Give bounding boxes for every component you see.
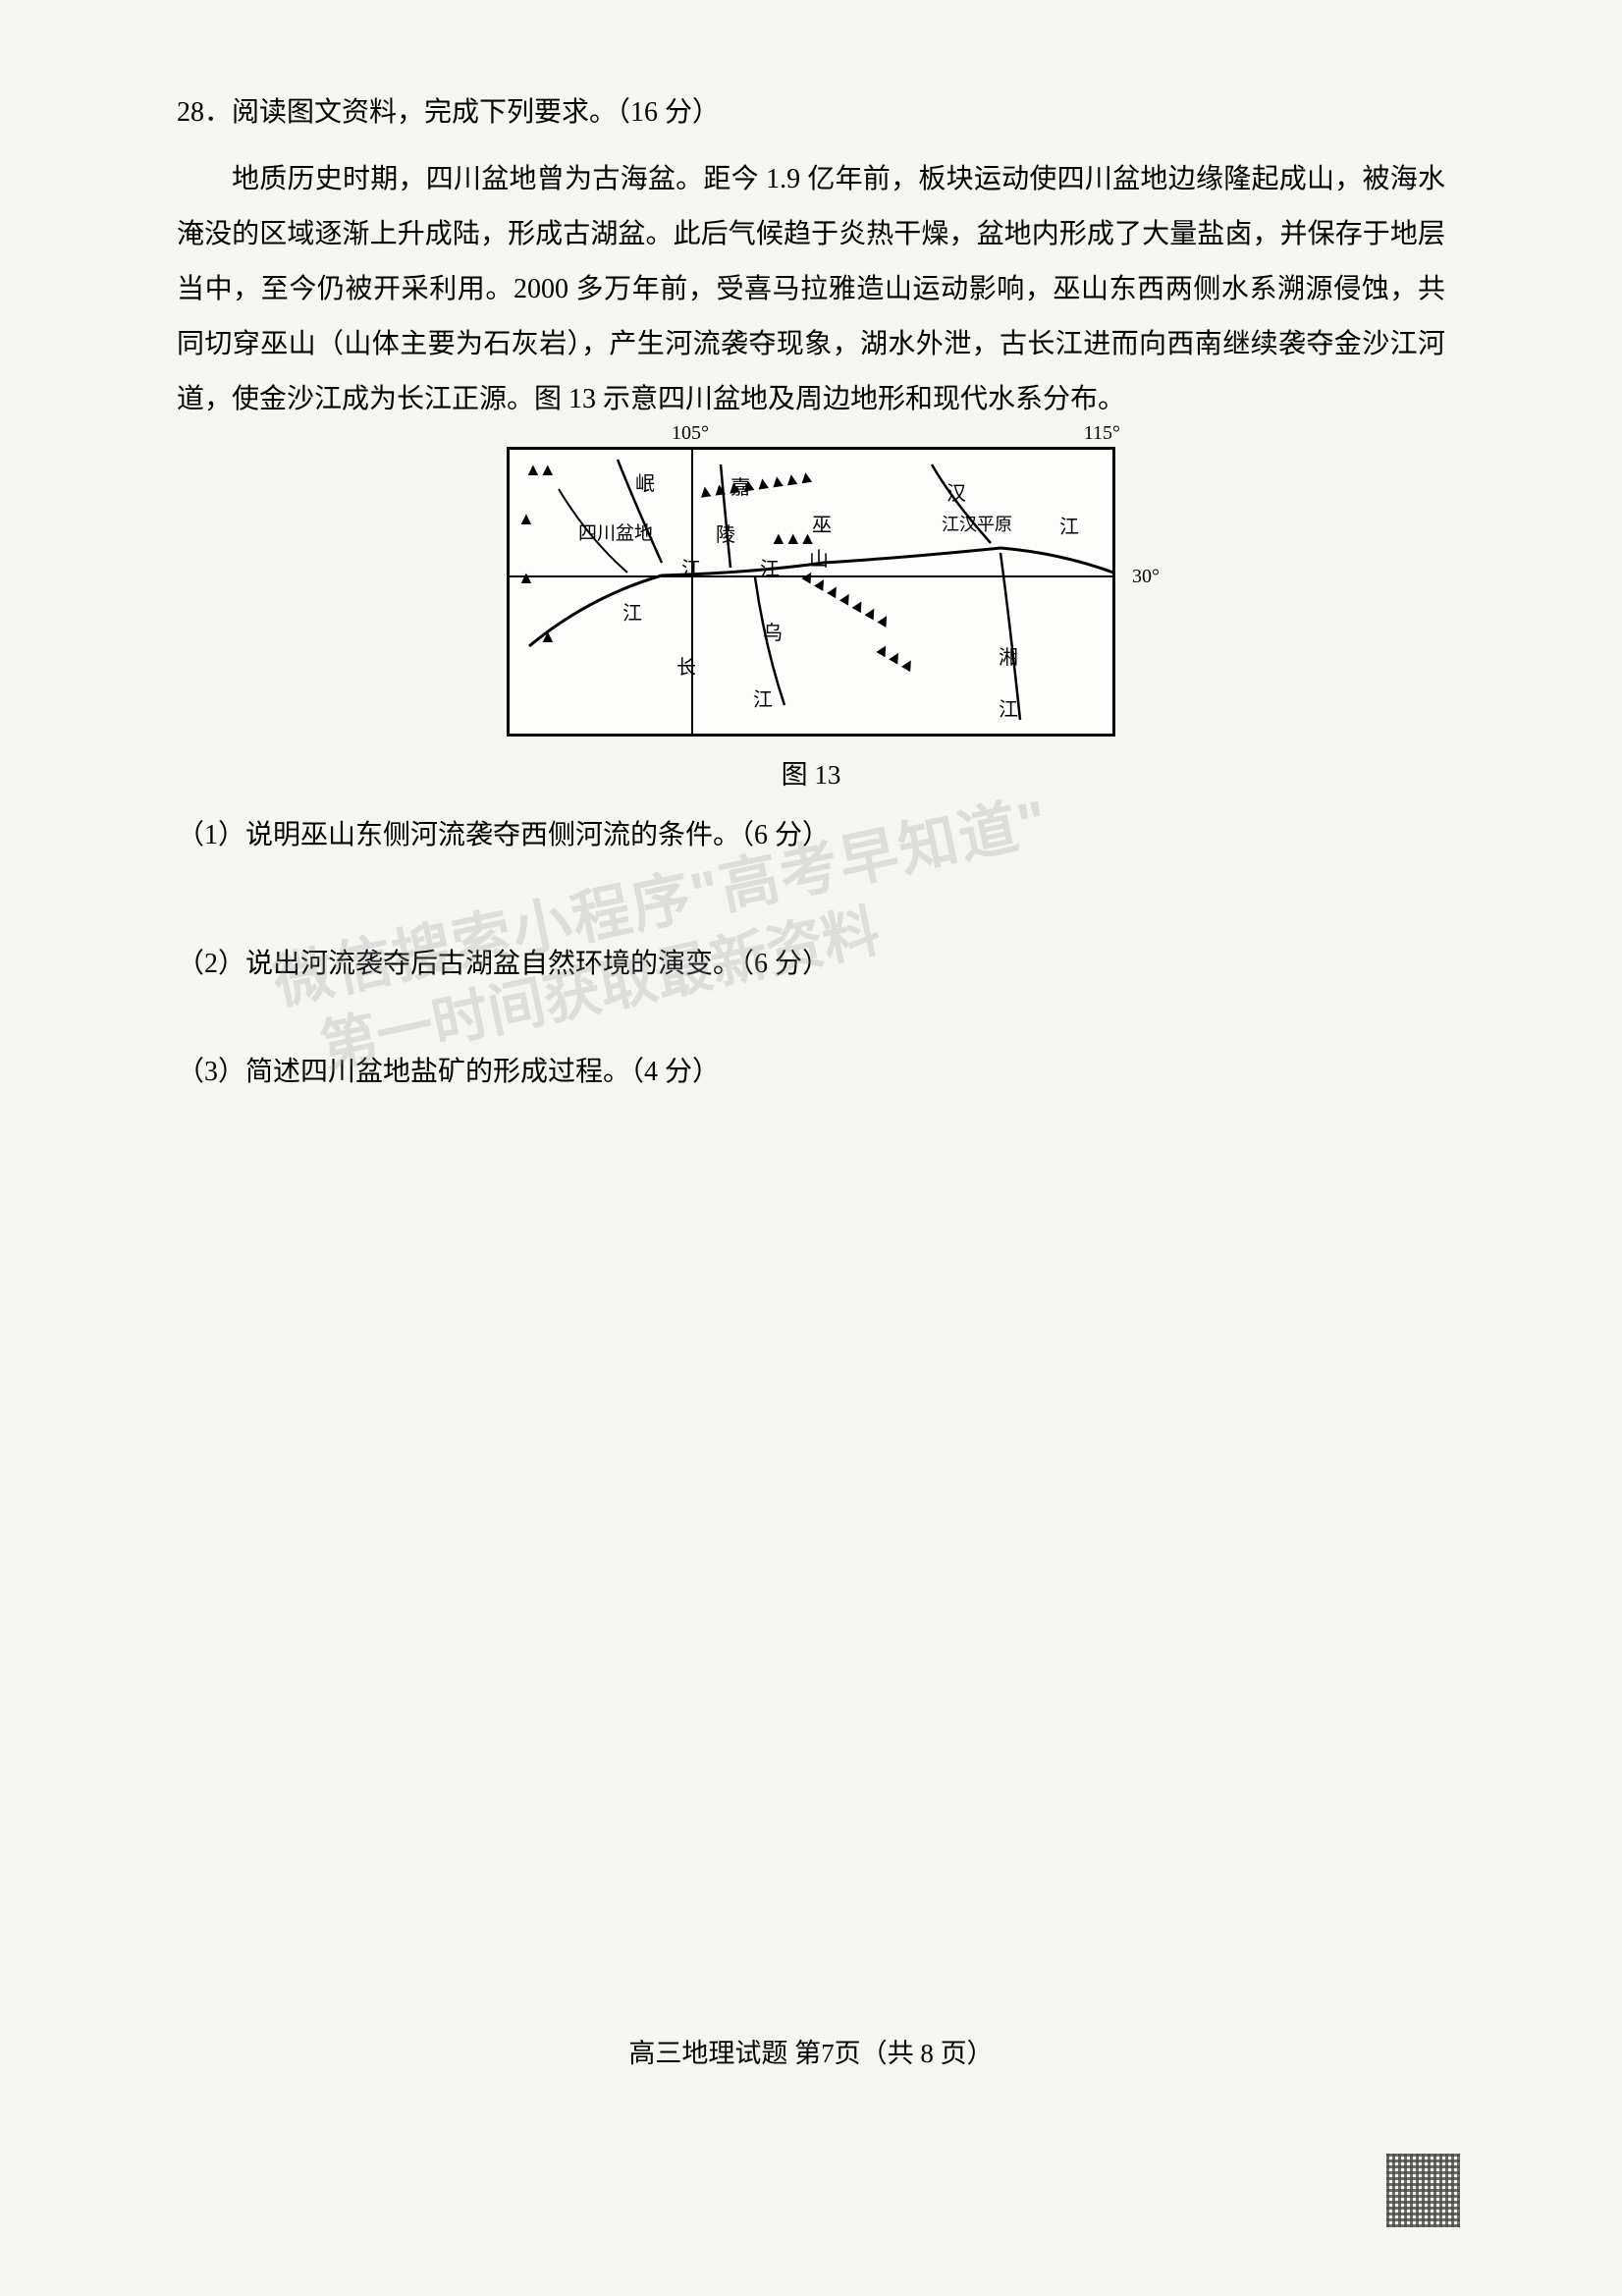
river-svg — [510, 450, 1118, 739]
longitude-left-label: 105° — [672, 422, 709, 445]
sub-question-3: （3）简述四川盆地盐矿的形成过程。（4 分） — [177, 1048, 1445, 1097]
map-figure: 105° 115° 30° 岷 嘉 四川盆地 陵 巫 汉 江汉平原 江 山 江 … — [507, 447, 1115, 737]
page-footer: 高三地理试题 第7页（共 8 页） — [0, 2032, 1622, 2070]
passage-text: 地质历史时期，四川盆地曾为古海盆。距今 1.9 亿年前，板块运动使四川盆地边缘隆… — [177, 152, 1445, 427]
figure-container: 105° 115° 30° 岷 嘉 四川盆地 陵 巫 汉 江汉平原 江 山 江 … — [177, 447, 1445, 792]
qrcode-icon — [1386, 2154, 1460, 2227]
question-number: 28． — [177, 97, 232, 128]
longitude-right-label: 115° — [1084, 422, 1120, 445]
question-title: 阅读图文资料，完成下列要求。（16 分） — [232, 97, 720, 128]
sub-question-2: （2）说出河流袭夺后古湖盆自然环境的演变。（6 分） — [177, 940, 1445, 989]
latitude-right-label: 30° — [1132, 566, 1160, 588]
figure-caption: 图 13 — [177, 753, 1445, 792]
sub-question-1: （1）说明巫山东侧河流袭夺西侧河流的条件。（6 分） — [177, 811, 1445, 860]
question-header: 28．阅读图文资料，完成下列要求。（16 分） — [177, 88, 1445, 137]
